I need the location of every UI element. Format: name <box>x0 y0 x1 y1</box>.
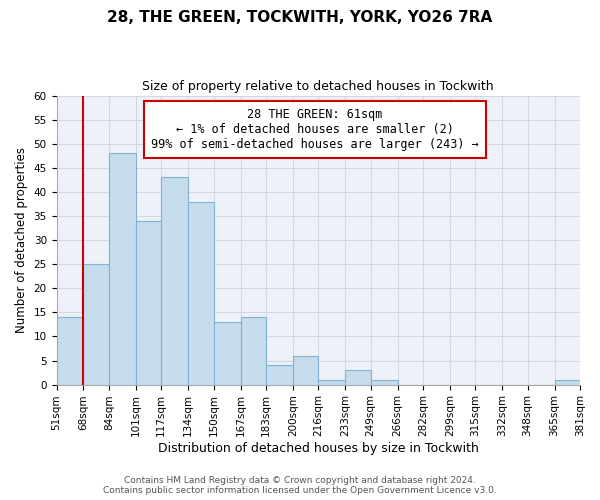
Bar <box>109 154 136 384</box>
Text: 28, THE GREEN, TOCKWITH, YORK, YO26 7RA: 28, THE GREEN, TOCKWITH, YORK, YO26 7RA <box>107 10 493 25</box>
Text: Contains HM Land Registry data © Crown copyright and database right 2024.
Contai: Contains HM Land Registry data © Crown c… <box>103 476 497 495</box>
Bar <box>214 322 241 384</box>
Y-axis label: Number of detached properties: Number of detached properties <box>15 147 28 333</box>
Text: 28 THE GREEN: 61sqm
← 1% of detached houses are smaller (2)
99% of semi-detached: 28 THE GREEN: 61sqm ← 1% of detached hou… <box>151 108 479 150</box>
Bar <box>136 221 161 384</box>
X-axis label: Distribution of detached houses by size in Tockwith: Distribution of detached houses by size … <box>158 442 479 455</box>
Bar <box>293 356 318 384</box>
Bar <box>554 380 580 384</box>
Bar <box>161 178 188 384</box>
Bar <box>56 317 83 384</box>
Bar <box>318 380 345 384</box>
Bar <box>371 380 398 384</box>
Bar <box>83 264 109 384</box>
Bar <box>241 317 266 384</box>
Title: Size of property relative to detached houses in Tockwith: Size of property relative to detached ho… <box>142 80 494 93</box>
Bar <box>188 202 214 384</box>
Bar <box>266 366 293 384</box>
Bar <box>345 370 371 384</box>
